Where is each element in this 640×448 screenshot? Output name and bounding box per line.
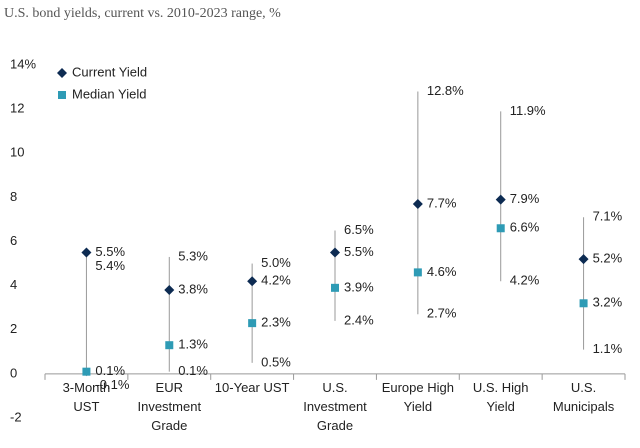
- y-tick-label: 4: [10, 277, 17, 292]
- marker: [331, 283, 339, 292]
- value-label: 11.9%: [510, 103, 546, 118]
- x-tick-label: 10-Year UST: [215, 380, 290, 395]
- value-label: 0.1%: [95, 363, 125, 378]
- marker: [165, 341, 174, 350]
- value-label: 7.1%: [593, 209, 623, 224]
- marker: [164, 285, 175, 296]
- value-label: 4.2%: [510, 273, 540, 288]
- y-tick-label: 0: [10, 365, 17, 380]
- value-label: 4.2%: [261, 273, 291, 288]
- value-label: 6.5%: [344, 222, 374, 237]
- value-label: 2.4%: [344, 312, 374, 327]
- marker: [330, 247, 340, 258]
- x-tick-line: U.S.: [322, 380, 347, 395]
- value-label: 5.5%: [95, 244, 125, 259]
- legend-marker: [57, 68, 67, 78]
- value-label: 5.2%: [593, 251, 623, 266]
- value-label: 5.5%: [344, 244, 374, 259]
- marker: [413, 268, 422, 277]
- marker: [496, 224, 505, 233]
- value-label: 0.5%: [261, 354, 291, 369]
- marker: [81, 247, 92, 258]
- value-label: 3.8%: [178, 281, 208, 296]
- x-tick-line: Grade: [317, 418, 353, 433]
- value-label: -0.1%: [95, 377, 129, 392]
- y-tick-label: 14%: [10, 56, 36, 71]
- x-tick-line: Investment: [137, 399, 201, 414]
- x-tick-label: Europe High Yield: [382, 380, 454, 414]
- x-tick-line: Investment: [303, 399, 367, 414]
- value-label: 0.1%: [178, 363, 208, 378]
- x-tick-line: Municipals: [553, 399, 615, 414]
- x-tick-line: 3-Month: [63, 380, 111, 395]
- x-tick-line: Europe High: [382, 380, 454, 395]
- x-tick-line: 10-Year UST: [215, 380, 290, 395]
- x-tick-label: U.S. Investment Grade: [303, 380, 367, 433]
- value-label: 1.3%: [178, 337, 208, 352]
- value-label: 5.3%: [178, 248, 208, 263]
- x-tick-label: EUR Investment Grade: [137, 380, 201, 433]
- x-tick-line: Grade: [151, 418, 187, 433]
- value-label: 5.4%: [95, 258, 125, 273]
- value-label: 3.2%: [593, 295, 623, 310]
- value-label: 5.0%: [261, 255, 291, 270]
- value-label: 12.8%: [427, 83, 464, 98]
- x-tick-line: UST: [73, 399, 99, 414]
- x-tick-line: U.S. High: [473, 380, 529, 395]
- value-label: 7.9%: [510, 191, 540, 206]
- value-label: 7.7%: [427, 195, 457, 210]
- marker: [578, 254, 589, 265]
- x-tick-label: 3-Month UST: [63, 380, 111, 414]
- x-tick-line: Yield: [404, 399, 432, 414]
- x-tick-label: U.S. Municipals: [553, 380, 615, 414]
- x-tick-line: EUR: [156, 380, 183, 395]
- y-tick-label: 12: [10, 101, 24, 116]
- marker: [495, 194, 506, 205]
- value-label: 2.7%: [427, 306, 457, 321]
- y-tick-label: 2: [10, 321, 17, 336]
- value-label: 6.6%: [510, 220, 540, 235]
- marker: [579, 299, 588, 308]
- marker: [82, 367, 91, 376]
- y-tick-label: 10: [10, 145, 24, 160]
- marker: [248, 319, 257, 328]
- value-label: 3.9%: [344, 279, 374, 294]
- y-tick-label: -2: [10, 409, 22, 424]
- y-tick-label: 8: [10, 189, 17, 204]
- x-tick-line: Yield: [486, 399, 514, 414]
- chart-title: U.S. bond yields, current vs. 2010-2023 …: [4, 6, 281, 21]
- legend-marker: [58, 91, 66, 99]
- value-label: 2.3%: [261, 315, 291, 330]
- legend-label: Current Yield: [72, 64, 147, 79]
- value-label: 1.1%: [593, 341, 623, 356]
- y-tick-label: 6: [10, 233, 17, 248]
- legend-label: Median Yield: [72, 86, 146, 101]
- x-tick-line: U.S.: [571, 380, 596, 395]
- marker: [412, 198, 423, 209]
- marker: [247, 276, 258, 287]
- value-label: 4.6%: [427, 264, 457, 279]
- x-tick-label: U.S. High Yield: [473, 380, 529, 414]
